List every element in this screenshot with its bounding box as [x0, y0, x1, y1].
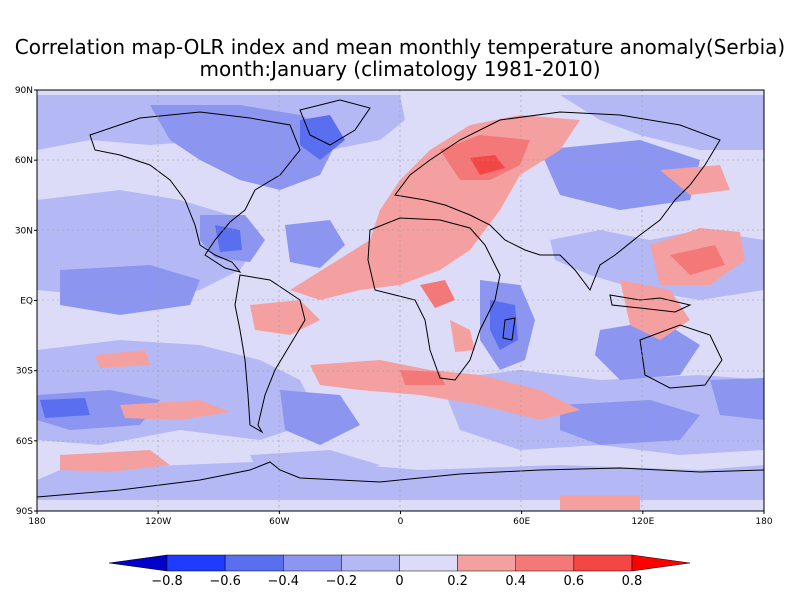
colorbar-label: 0.8 — [622, 574, 643, 589]
colorbar-label: −0.2 — [326, 574, 358, 589]
title-line-2: month:January (climatology 1981-2010) — [199, 57, 601, 81]
colorbar: −0.8 −0.6 −0.4 −0.2 0 0.2 0.4 0.6 0.8 — [108, 554, 691, 589]
lat-tick-label: 60N — [15, 156, 33, 166]
colorbar-label: 0.4 — [505, 574, 526, 589]
lat-tick-label: 90S — [16, 507, 33, 517]
lat-tick-label: 60S — [16, 437, 33, 447]
lon-tick-label: 120E — [631, 517, 654, 527]
lon-tick-label: 0 — [398, 517, 404, 527]
colorbar-segment — [457, 554, 516, 572]
longitude-ticks: 180 120W 60W 0 60E 120E 180 — [28, 511, 773, 527]
colorbar-segment — [573, 554, 633, 572]
lat-tick-label: EQ — [20, 297, 33, 307]
colorbar-label: −0.4 — [267, 574, 299, 589]
coastlines — [37, 99, 764, 498]
colorbar-segment — [631, 554, 691, 572]
title-line-1: Correlation map-OLR index and mean month… — [14, 35, 786, 59]
contour-fields — [37, 90, 764, 511]
lon-tick-label: 120W — [145, 517, 171, 527]
colorbar-label: −0.6 — [209, 574, 241, 589]
lat-tick-label: 90N — [15, 86, 33, 96]
lon-tick-label: 180 — [28, 517, 45, 527]
colorbar-label: −0.8 — [151, 574, 183, 589]
lat-tick-label: 30S — [16, 367, 33, 377]
colorbar-segment — [108, 554, 168, 572]
map-grid — [37, 90, 764, 511]
lon-tick-label: 60W — [269, 517, 289, 527]
colorbar-segment — [166, 554, 226, 572]
colorbar-label: 0 — [395, 574, 403, 589]
latitude-ticks: 90N 60N 30N EQ 30S 60S 90S — [15, 86, 37, 517]
colorbar-segment — [283, 554, 342, 572]
lon-tick-label: 60E — [513, 517, 530, 527]
colorbar-label: 0.6 — [564, 574, 585, 589]
field-level-minus-0-4 — [37, 105, 764, 445]
lat-tick-label: 30N — [15, 226, 33, 236]
lon-tick-label: 180 — [755, 517, 772, 527]
map-title: Correlation map-OLR index and mean month… — [0, 36, 800, 80]
colorbar-label: 0.2 — [447, 574, 468, 589]
colorbar-segment — [515, 554, 575, 572]
colorbar-segment — [341, 554, 400, 572]
colorbar-segment — [399, 554, 458, 572]
colorbar-segment — [224, 554, 284, 572]
